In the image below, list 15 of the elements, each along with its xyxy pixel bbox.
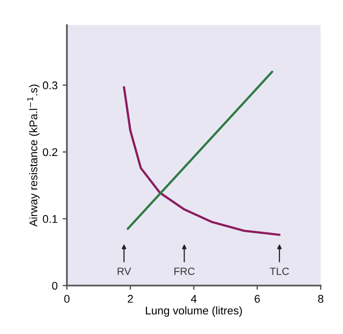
- y-tick-label: 0.1: [42, 215, 58, 223]
- line-series: [122, 86, 281, 236]
- y-tick-label: 0.2: [42, 148, 58, 156]
- y-tick-label: 0: [52, 282, 58, 290]
- y-axis-title: Airway resistance (kPa.l$^{−1}$.s): [27, 84, 40, 227]
- annotation: FRC: [174, 268, 195, 275]
- x-tick-label: 6: [254, 294, 260, 303]
- x-tick-label: 0: [64, 294, 70, 303]
- annotation: TLC: [270, 268, 289, 275]
- x-tick-label: 4: [190, 295, 197, 303]
- y-tick-label: 0.3: [42, 81, 58, 90]
- x-axis-title: Lung volume (litres): [146, 306, 242, 317]
- annotation: RV: [118, 268, 132, 275]
- x-tick-label: 2: [128, 294, 133, 303]
- x-tick-label: 8: [318, 294, 324, 303]
